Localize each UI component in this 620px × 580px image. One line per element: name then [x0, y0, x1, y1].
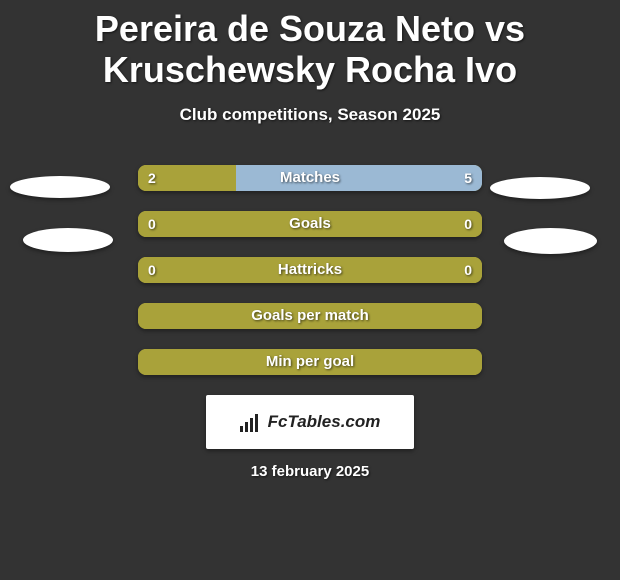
- stat-row: Goals per match: [0, 293, 620, 339]
- stat-row: Min per goal: [0, 339, 620, 385]
- bar-label: Goals: [138, 211, 482, 237]
- stat-row: 00Hattricks: [0, 247, 620, 293]
- player-pill: [23, 228, 113, 252]
- bar-label: Goals per match: [138, 303, 482, 329]
- bar-label: Hattricks: [138, 257, 482, 283]
- bar-label: Matches: [138, 165, 482, 191]
- brand-text: FcTables.com: [268, 412, 381, 432]
- subtitle: Club competitions, Season 2025: [0, 105, 620, 125]
- player-pill: [10, 176, 110, 198]
- player-pill: [490, 177, 590, 199]
- bar-chart-icon: [240, 412, 262, 432]
- bar-label: Min per goal: [138, 349, 482, 375]
- player-pill: [504, 228, 597, 254]
- brand-box: FcTables.com: [206, 395, 414, 449]
- stat-bar: 25Matches: [138, 165, 482, 191]
- stat-bar: 00Goals: [138, 211, 482, 237]
- footer-date: 13 february 2025: [0, 463, 620, 480]
- stat-bar: 00Hattricks: [138, 257, 482, 283]
- stat-bar: Min per goal: [138, 349, 482, 375]
- stat-bar: Goals per match: [138, 303, 482, 329]
- page-title: Pereira de Souza Neto vs Kruschewsky Roc…: [0, 0, 620, 91]
